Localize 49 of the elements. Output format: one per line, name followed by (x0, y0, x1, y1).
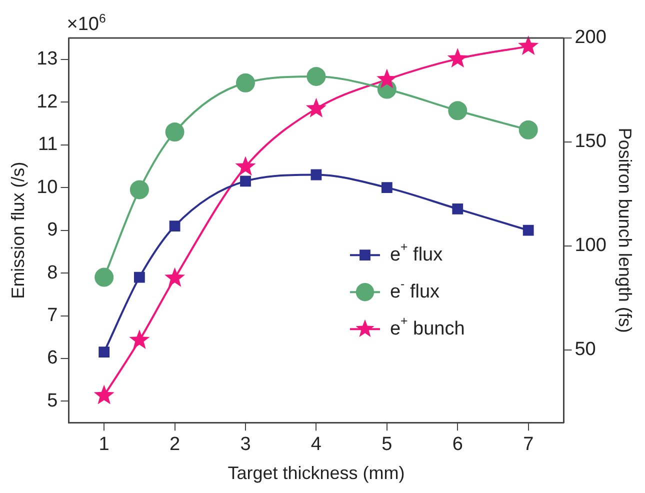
y-tick-label: 7 (47, 305, 58, 326)
y2-axis-title: Positron bunch length (fs) (615, 128, 636, 333)
y-tick-label: 5 (47, 390, 58, 412)
x-tick-label: 7 (523, 434, 534, 456)
x-tick-label: 1 (98, 434, 110, 456)
point (376, 68, 398, 88)
y-tick-label: 10 (36, 176, 58, 198)
point (522, 224, 534, 236)
x-tick-label: 6 (452, 434, 463, 456)
point (452, 203, 464, 214)
y-tick-label: 9 (47, 220, 58, 241)
legend-label: e+ flux (390, 240, 444, 266)
point (518, 36, 539, 56)
point (130, 180, 149, 200)
y-tick-label: 6 (47, 348, 58, 369)
y-tick-label: 12 (36, 91, 58, 112)
y-axis-title: Emission flux (/s) (8, 162, 28, 299)
y2-tick-label: 50 (574, 339, 596, 360)
x-tick-label: 5 (382, 434, 392, 456)
point (448, 101, 468, 120)
point (165, 122, 184, 142)
x-tick-label: 4 (310, 434, 322, 456)
point (94, 384, 114, 404)
point (518, 120, 538, 140)
legend-label: e+ bunch (390, 314, 465, 340)
point (94, 268, 114, 287)
y-tick-label: 13 (36, 48, 58, 70)
point (169, 220, 180, 232)
y2-tick-label: 100 (574, 235, 606, 256)
y-tick-label: 11 (38, 134, 58, 156)
point (235, 156, 256, 176)
point (447, 48, 468, 68)
point (98, 346, 110, 358)
point (310, 169, 322, 180)
y-tick-label: 8 (47, 262, 58, 284)
point (381, 182, 392, 194)
point (236, 73, 256, 92)
point (306, 98, 326, 118)
x-tick-label: 2 (170, 434, 180, 456)
y2-tick-label: 200 (574, 27, 606, 48)
y2-tick-label: 150 (574, 131, 606, 152)
point (306, 66, 326, 86)
x-tick-label: 3 (240, 434, 251, 456)
point (240, 176, 251, 187)
point (134, 272, 145, 283)
x-axis-title: Target thickness (mm) (228, 463, 405, 484)
point (164, 267, 186, 287)
point (129, 329, 150, 350)
legend-label: e- flux (390, 276, 440, 302)
